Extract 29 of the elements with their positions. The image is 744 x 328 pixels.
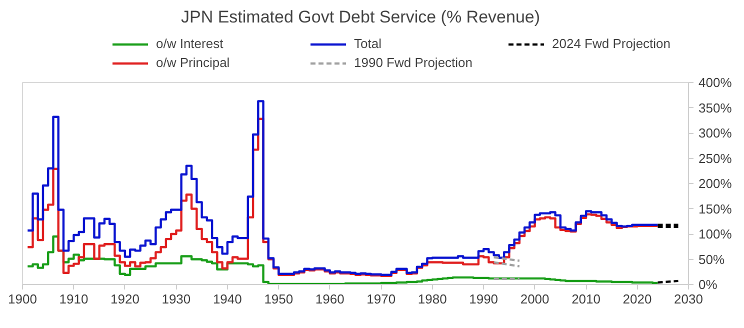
y-tick-label: 350% (698, 100, 732, 116)
x-tick-label: 1900 (8, 292, 37, 306)
y-tick-label: 50% (698, 252, 725, 267)
x-tick-label: 1970 (366, 292, 396, 306)
x-tick-label: 2000 (520, 292, 550, 306)
x-tick-label: 1980 (418, 292, 447, 306)
y-tick-label: 0% (698, 277, 718, 292)
x-tick-label: 1950 (264, 292, 294, 306)
x-tick-label: 1990 (469, 292, 498, 306)
legend-label: o/w Interest (156, 36, 224, 51)
chart-title: JPN Estimated Govt Debt Service (% Revenue) (180, 8, 540, 26)
x-tick-label: 2030 (674, 292, 703, 306)
x-tick-label: 2020 (622, 292, 652, 306)
x-tick-label: 1940 (212, 292, 242, 306)
x-tick-label: 1960 (315, 292, 344, 306)
x-tick-label: 1920 (110, 292, 140, 306)
y-tick-label: 300% (698, 126, 732, 140)
x-tick-label: 1930 (162, 292, 191, 306)
legend-label: 2024 Fwd Projection (552, 36, 672, 51)
y-tick-label: 100% (698, 226, 732, 242)
x-tick-label: 1910 (59, 292, 88, 306)
legend-label: Total (354, 36, 382, 51)
legend-label: o/w Principal (156, 55, 231, 70)
y-tick-label: 200% (698, 176, 732, 191)
y-tick-label: 250% (698, 150, 732, 166)
y-tick-label: 400% (698, 75, 732, 90)
legend-label: 1990 Fwd Projection (354, 55, 474, 70)
y-tick-label: 150% (698, 201, 732, 216)
x-tick-label: 2010 (572, 292, 600, 306)
